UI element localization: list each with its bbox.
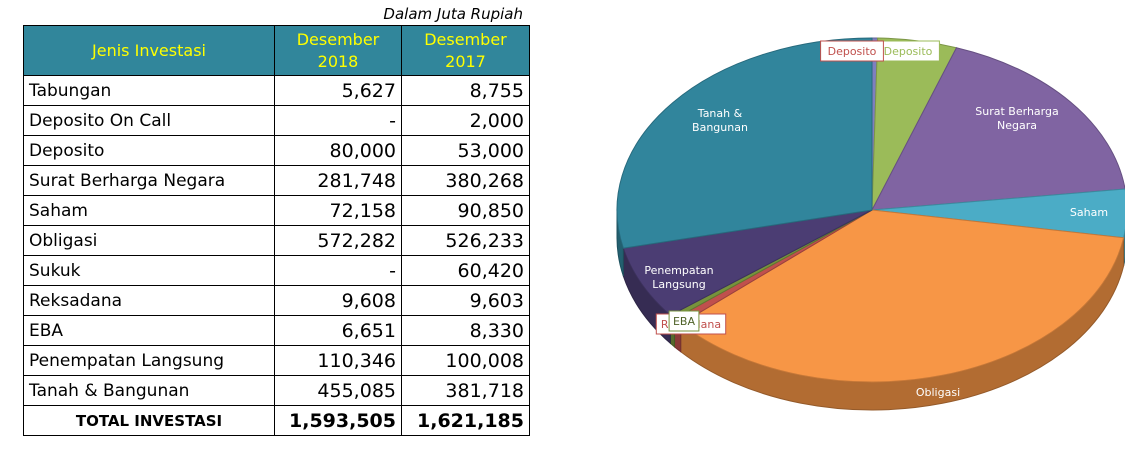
pie-slice	[871, 47, 1125, 211]
total-row: TOTAL INVESTASI 1,593,505 1,621,185	[23, 405, 530, 436]
total-label: TOTAL INVESTASI	[23, 405, 275, 436]
row-name: Sukuk	[23, 255, 275, 286]
header-2017: Desember 2017	[401, 25, 530, 76]
slice-label-text: Tanah &	[697, 107, 743, 120]
table-row: EBA 6,651 8,330	[23, 315, 530, 346]
row-2017: 90,850	[401, 195, 530, 226]
row-2017: 8,330	[401, 315, 530, 346]
slice-label: Deposito	[876, 40, 940, 62]
row-2017: 381,718	[401, 375, 530, 406]
table-row: Sukuk -60,420	[23, 255, 530, 286]
row-name: Deposito On Call	[23, 105, 275, 136]
row-name: EBA	[23, 315, 275, 346]
slice-label-text: EBA	[673, 315, 695, 328]
table-row: Surat Berharga Negara 281,748 380,268	[23, 165, 530, 196]
row-2018: 5,627	[274, 75, 402, 106]
slice-label-text: Bangunan	[692, 121, 748, 134]
row-name: Surat Berharga Negara	[23, 165, 275, 196]
table-row: Saham 72,158 90,850	[23, 195, 530, 226]
label-box	[820, 40, 884, 62]
header-category: Jenis Investasi	[23, 25, 275, 76]
investment-table: Jenis Investasi Desember 2018 Desember 2…	[23, 25, 530, 436]
header-2018: Desember 2018	[274, 25, 402, 76]
slice-label: EBA	[668, 310, 700, 332]
slice-label-text: Obligasi	[916, 386, 960, 399]
slice-label-text: Deposito	[884, 45, 933, 58]
slice-label-text: Negara	[997, 119, 1037, 132]
slice-label-extra: Deposito	[820, 40, 884, 62]
label-box	[668, 310, 700, 332]
row-2018: -	[274, 105, 402, 136]
table-row: Penempatan Langsung 110,346 100,008	[23, 345, 530, 376]
row-2018: 110,346	[274, 345, 402, 376]
row-2017: 380,268	[401, 165, 530, 196]
row-2018: 72,158	[274, 195, 402, 226]
slice-label-text: Deposito	[828, 45, 877, 58]
table-row: Tabungan 5,627 8,755	[23, 75, 530, 106]
row-name: Tanah & Bangunan	[23, 375, 275, 406]
unit-note: Dalam Juta Rupiah	[383, 5, 523, 23]
table-row: Deposito 80,000 53,000	[23, 135, 530, 166]
row-name: Reksadana	[23, 285, 275, 316]
slice-label: Tanah &Bangunan	[692, 107, 748, 134]
table-row: Deposito On Call -2,000	[23, 105, 530, 136]
row-2018: 6,651	[274, 315, 402, 346]
total-2017: 1,621,185	[401, 405, 530, 436]
pie-slice	[679, 209, 1125, 383]
pie-slice	[616, 37, 873, 249]
row-2018: 80,000	[274, 135, 402, 166]
row-2017: 53,000	[401, 135, 530, 166]
slice-label-text: Saham	[1070, 206, 1108, 219]
row-2018: 9,608	[274, 285, 402, 316]
slice-label: Saham	[1070, 206, 1108, 219]
slice-label-text: Langsung	[652, 278, 705, 291]
row-2018: 572,282	[274, 225, 402, 256]
slice-label-text: Surat Berharga	[975, 105, 1058, 118]
slice-label: Obligasi	[916, 386, 960, 399]
row-name: Saham	[23, 195, 275, 226]
row-name: Tabungan	[23, 75, 275, 106]
row-2017: 2,000	[401, 105, 530, 136]
table-row: Tanah & Bangunan 455,085 381,718	[23, 375, 530, 406]
row-2017: 100,008	[401, 345, 530, 376]
total-2018: 1,593,505	[274, 405, 402, 436]
row-2018: -	[274, 255, 402, 286]
row-2017: 9,603	[401, 285, 530, 316]
slice-label-text: Penempatan	[644, 264, 713, 277]
row-2017: 60,420	[401, 255, 530, 286]
row-2017: 8,755	[401, 75, 530, 106]
row-2018: 281,748	[274, 165, 402, 196]
row-name: Penempatan Langsung	[23, 345, 275, 376]
pie-slices	[616, 37, 1125, 383]
row-2017: 526,233	[401, 225, 530, 256]
row-name: Obligasi	[23, 225, 275, 256]
row-2018: 455,085	[274, 375, 402, 406]
table-row: Reksadana 9,608 9,603	[23, 285, 530, 316]
table-row: Obligasi 572,282 526,233	[23, 225, 530, 256]
table-header-row: Jenis Investasi Desember 2018 Desember 2…	[23, 25, 530, 76]
row-name: Deposito	[23, 135, 275, 166]
